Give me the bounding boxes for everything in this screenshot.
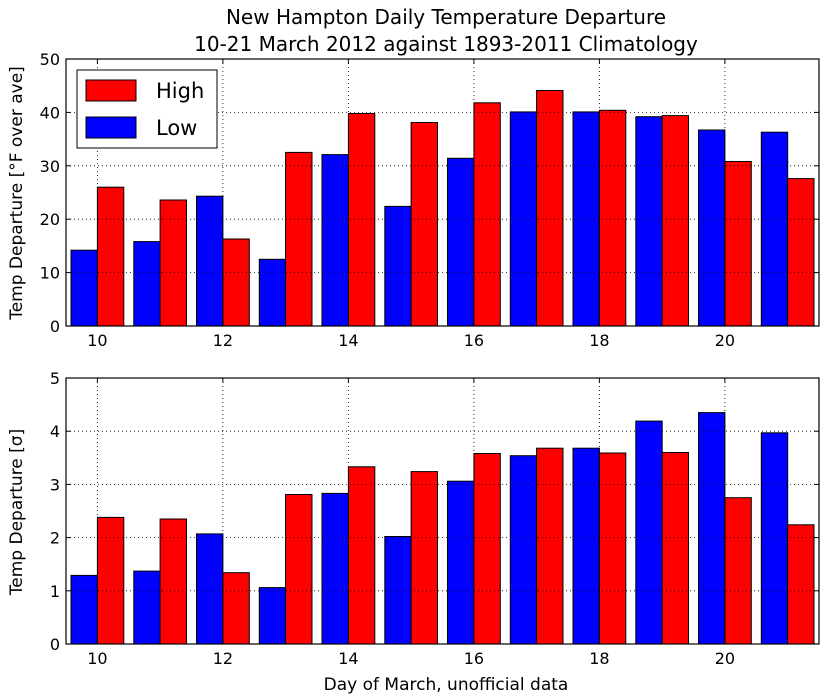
bottom-bar-low-day-11 [133,570,161,645]
top-axes-frame [65,58,820,327]
chart-title-line2: 10-21 March 2012 against 1893-2011 Clima… [194,32,698,56]
bottom-bar-high-day-14 [347,466,376,645]
top-ylabel-text: Temp Departure [°F over ave] [7,66,27,321]
top-xtick-label-20: 20 [715,331,735,350]
bottom-ytick-label-0: 0 [50,635,60,654]
top-bar-low-day-21 [760,131,789,327]
top-ytick-label-0: 0 [50,317,60,336]
bottom-ytick-label-2: 2 [50,529,60,548]
legend-low-label: Low [156,116,197,140]
bottom-bar-low-day-19 [635,420,663,645]
top-xtick-label-10: 10 [87,331,107,350]
bottom-bar-low-day-14 [321,492,349,645]
bottom-bar-low-day-15 [384,536,412,645]
bottom-bar-high-day-12 [222,572,250,645]
bottom-ylabel: Temp Departure [σ] [7,429,27,596]
top-bar-low-day-10 [70,249,98,327]
top-bar-low-day-12 [196,195,224,327]
bottom-bar-high-day-18 [598,452,627,645]
top-bar-high-day-13 [285,151,313,327]
top-bar-high-day-18 [598,109,627,327]
top-bar-high-day-15 [410,122,439,327]
bottom-bar-high-day-17 [536,447,564,645]
bottom-axes-frame [65,377,820,645]
bottom-bar-high-day-15 [410,471,439,645]
bottom-bar-high-day-19 [661,452,689,645]
bottom-ytick-label-4: 4 [50,422,60,441]
top-xtick-label-12: 12 [213,331,233,350]
bottom-bar-low-day-13 [258,587,287,645]
top-ytick-label-40: 40 [40,103,60,122]
top-bar-high-day-14 [347,113,376,327]
top-bar-high-day-12 [222,238,250,327]
top-bar-high-day-10 [96,186,125,327]
bottom-xtick-label-12: 12 [213,649,233,668]
xlabel: Day of March, unofficial data [324,675,569,695]
top-bar-high-day-20 [724,161,752,327]
legend-high-swatch [85,79,137,102]
bottom-bar-low-day-12 [196,533,224,645]
bottom-xtick-label-20: 20 [715,649,735,668]
bottom-bar-low-day-17 [509,455,538,645]
top-ytick-label-20: 20 [40,210,60,229]
top-bar-high-day-17 [536,90,564,327]
top-ytick-label-30: 30 [40,157,60,176]
bottom-bar-low-day-16 [447,480,475,645]
top-ytick-label-10: 10 [40,264,60,283]
bottom-bar-high-day-10 [96,516,125,645]
top-bar-low-day-11 [133,241,161,327]
bottom-xtick-label-14: 14 [338,649,358,668]
bottom-bar-high-day-13 [285,494,313,645]
legend-high-label: High [156,79,204,103]
bottom-bar-high-day-21 [787,524,815,645]
bottom-xtick-label-16: 16 [464,649,484,668]
bottom-ytick-label-1: 1 [50,582,60,601]
top-bar-high-day-19 [661,115,689,327]
bottom-xtick-label-10: 10 [87,649,107,668]
top-bar-low-day-20 [698,129,726,327]
bottom-bar-high-day-16 [473,453,501,645]
bottom-bar-high-day-20 [724,497,752,645]
bottom-ylabel-text: Temp Departure [σ] [7,429,27,596]
top-bar-low-day-19 [635,116,663,327]
top-xtick-label-16: 16 [464,331,484,350]
top-bar-low-day-16 [447,157,475,327]
bottom-xtick-label-18: 18 [589,649,609,668]
bottom-ytick-label-3: 3 [50,475,60,494]
chart-title-line1: New Hampton Daily Temperature Departure [226,5,666,29]
bottom-bar-low-day-21 [760,432,789,645]
bottom-ytick-label-5: 5 [50,369,60,388]
top-ylabel: Temp Departure [°F over ave] [7,66,27,321]
top-bar-high-day-21 [787,178,815,327]
top-bar-low-day-15 [384,205,412,327]
legend-low-swatch [85,116,137,139]
bottom-bar-low-day-10 [70,574,98,645]
legend: High Low [76,69,218,149]
bottom-bar-low-day-20 [698,412,726,645]
bottom-bar-high-day-11 [159,518,188,645]
bottom-bar-low-day-18 [572,447,600,645]
top-bar-high-day-11 [159,199,188,327]
top-bar-low-day-14 [321,154,349,327]
top-xtick-label-14: 14 [338,331,358,350]
top-bar-low-day-13 [258,258,287,327]
top-ytick-label-50: 50 [40,50,60,69]
top-xtick-label-18: 18 [589,331,609,350]
top-panel: 0 10 20 30 40 50 10 12 14 16 18 20 [40,50,820,350]
top-bar-high-day-16 [473,102,501,327]
